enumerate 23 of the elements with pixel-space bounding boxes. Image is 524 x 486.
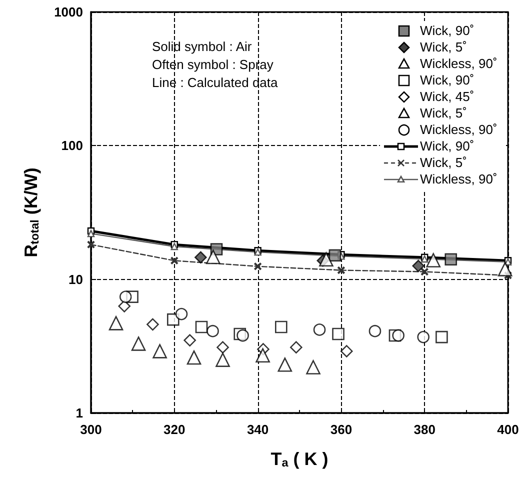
x-tick-label: 300 (80, 422, 102, 437)
annotation: Solid symbol : Air (152, 39, 252, 54)
y-axis-title: Rtotal (K/W) (20, 168, 42, 258)
y-tick-label: 100 (61, 138, 83, 154)
y-tick-label: 1000 (54, 4, 83, 20)
x-tick-label: 360 (330, 422, 352, 437)
legend-label: Wick, 5˚ (420, 40, 467, 54)
y-tick-label: 10 (68, 272, 83, 287)
x-tick-label: 380 (414, 422, 436, 437)
legend-label: Wick, 90˚ (420, 23, 474, 38)
x-tick-label: 320 (164, 422, 186, 437)
legend-label: Wick, 45˚ (420, 89, 474, 104)
legend-label: Wickless, 90˚ (420, 56, 498, 71)
x-tick-label: 400 (497, 422, 519, 437)
legend-label: Wickless, 90˚ (420, 122, 498, 137)
legend-label: Wickless, 90˚ (420, 172, 498, 186)
annotation: Often symbol : Spray (152, 57, 274, 72)
x-tick-label: 340 (246, 422, 269, 437)
legend-label: Wick, 90˚ (420, 138, 474, 154)
legend-label: Wick, 90˚ (420, 72, 474, 88)
legend-label: Wick, 5˚ (420, 155, 467, 170)
y-tick-label: 1 (76, 406, 83, 420)
legend-label: Wick, 5˚ (420, 106, 467, 120)
